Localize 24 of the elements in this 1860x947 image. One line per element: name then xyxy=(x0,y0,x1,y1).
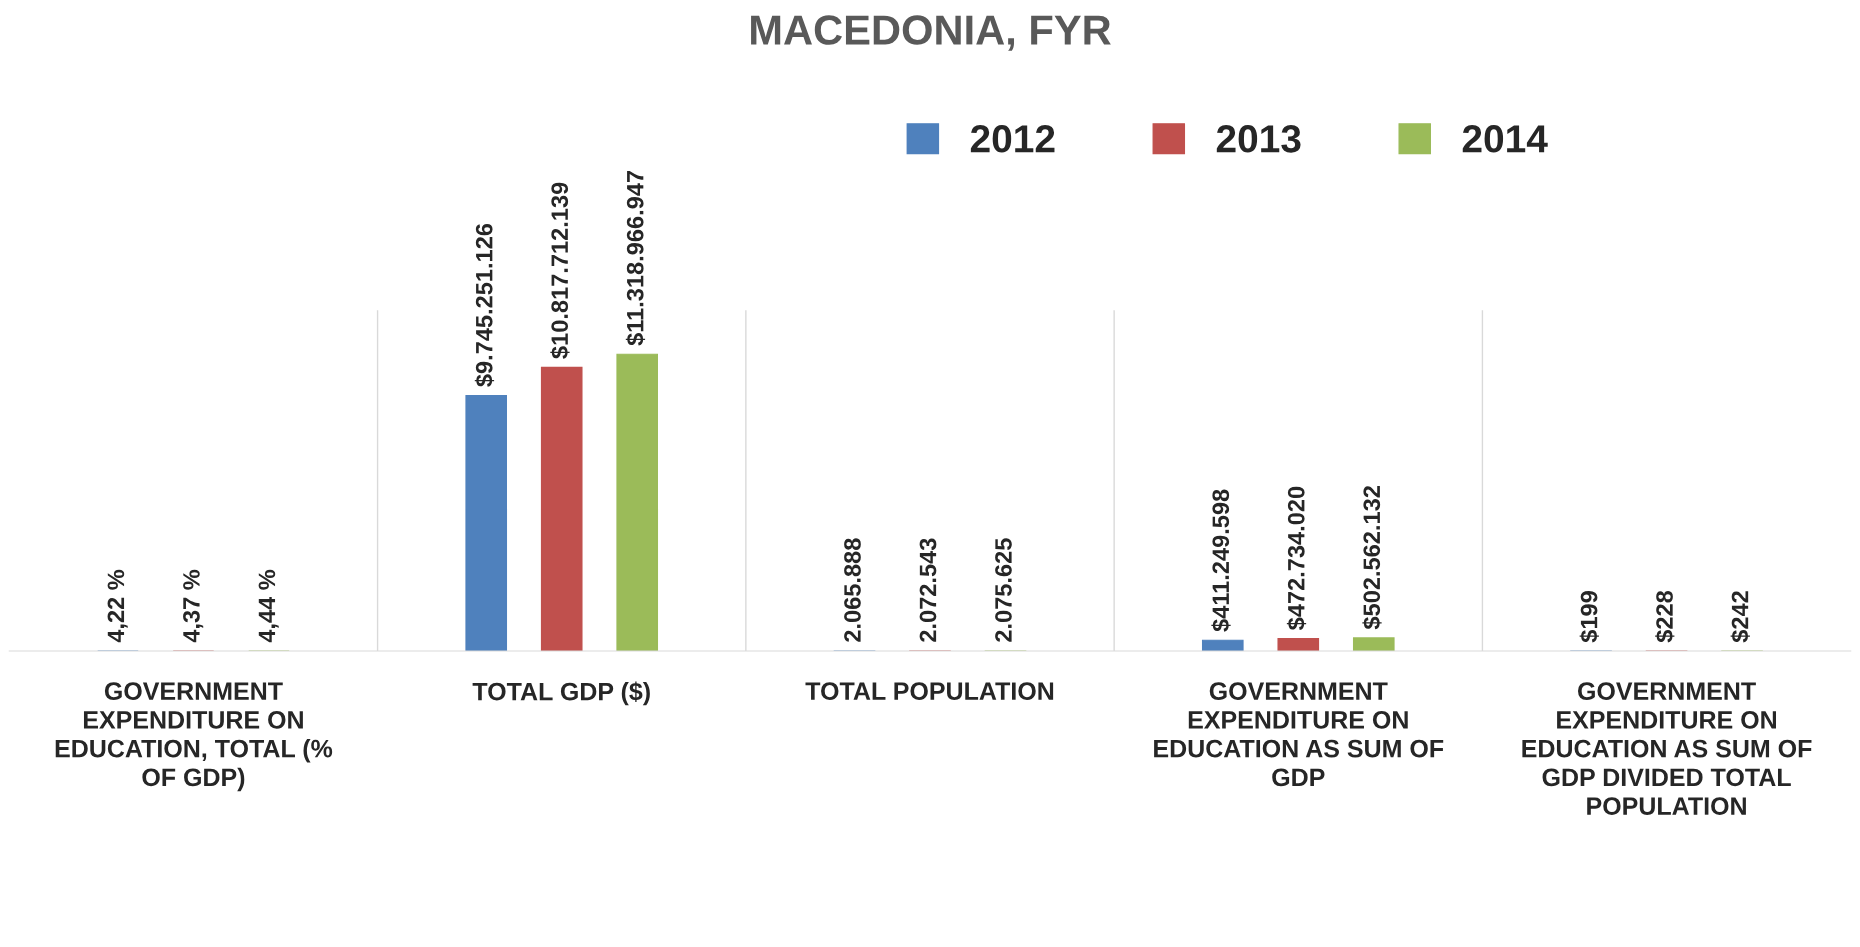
legend-label: 2013 xyxy=(1216,125,1301,153)
data-label: $502.562.132 xyxy=(1362,486,1382,630)
data-label: 2.065.888 xyxy=(844,538,861,642)
data-label: $10.817.712.139 xyxy=(550,182,570,359)
chart-title: MACEDONIA, FYR xyxy=(751,15,1111,51)
data-label: $9.745.251.126 xyxy=(474,223,495,387)
x-tick-label: GOVERNMENT EXPENDITURE ON EDUCATION, TOTAL (% OF GDP) xyxy=(55,682,333,792)
data-label: $11.318.966.947 xyxy=(625,170,646,346)
data-label: $242 xyxy=(1730,591,1750,643)
data-label: 4,22 % xyxy=(107,569,128,643)
data-label: 4,37 % xyxy=(183,569,204,643)
legend-label: 2014 xyxy=(1462,125,1548,153)
data-label: $199 xyxy=(1579,591,1599,643)
data-label: $228 xyxy=(1655,590,1675,643)
data-label: 2.075.625 xyxy=(995,538,1012,642)
data-label: 4,44 % xyxy=(258,569,279,643)
x-tick-label: GOVERNMENT EXPENDITURE ON EDUCATION AS SUM OF GDP xyxy=(1154,682,1444,787)
x-tick-label: GOVERNMENT EXPENDITURE ON EDUCATION AS SUM OF GDP DIVIDED TOTAL POPULATION xyxy=(1522,682,1812,815)
data-label: 2.072.543 xyxy=(919,538,937,642)
x-tick-label: TOTAL POPULATION xyxy=(805,682,1054,700)
data-label: $411.249.598 xyxy=(1211,489,1231,632)
legend-label: 2012 xyxy=(970,125,1055,153)
data-label: $472.734.020 xyxy=(1286,486,1307,631)
x-tick-label: TOTAL GDP ($) xyxy=(472,681,650,706)
